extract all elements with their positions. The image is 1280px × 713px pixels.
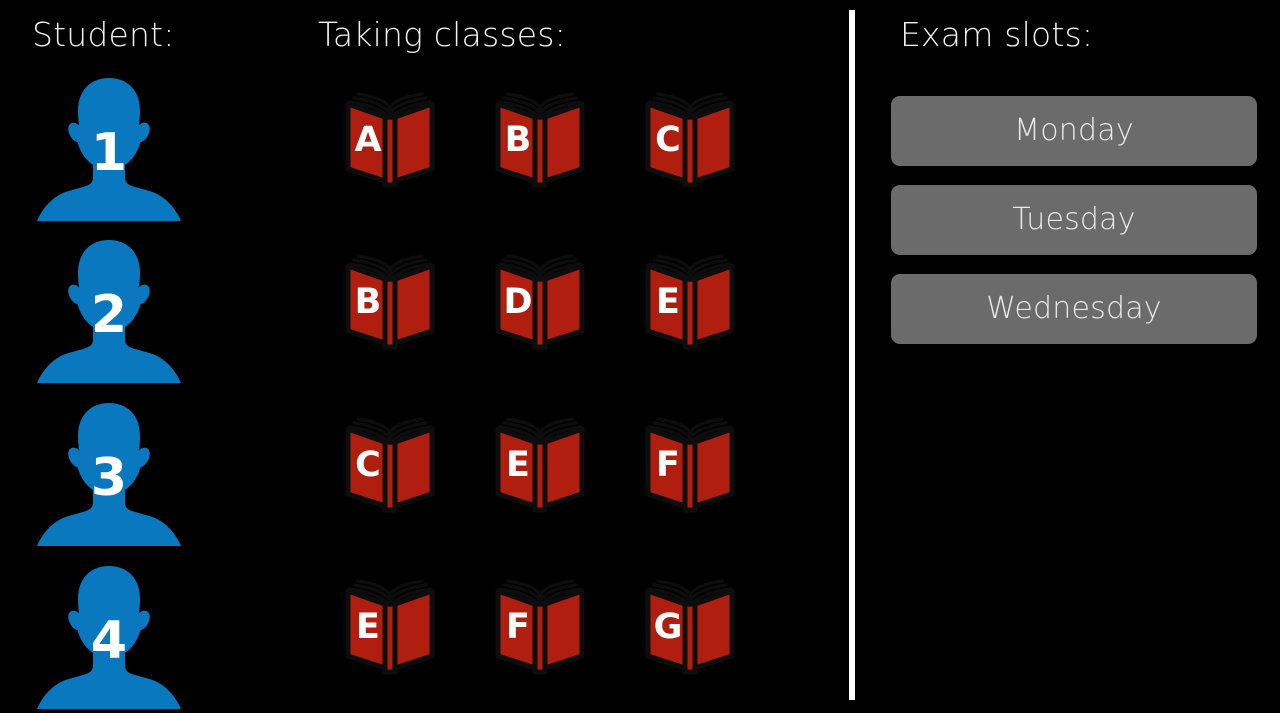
exam-slot-label: Monday bbox=[1014, 113, 1134, 148]
class-book-item[interactable]: D bbox=[488, 250, 592, 354]
class-book-item[interactable]: G bbox=[638, 575, 742, 679]
open-book-icon bbox=[638, 413, 742, 517]
class-book-item[interactable]: E bbox=[488, 413, 592, 517]
open-book-icon bbox=[488, 575, 592, 679]
class-book-item[interactable]: F bbox=[638, 413, 742, 517]
exam-slot-button[interactable]: Tuesday bbox=[891, 185, 1257, 255]
open-book-icon bbox=[338, 575, 442, 679]
open-book-icon bbox=[338, 413, 442, 517]
open-book-icon bbox=[338, 250, 442, 354]
open-book-icon bbox=[488, 413, 592, 517]
class-book-item[interactable]: C bbox=[638, 88, 742, 192]
classes-column-heading: Taking classes: bbox=[318, 15, 566, 54]
class-row: E F bbox=[318, 575, 778, 685]
open-book-icon bbox=[488, 88, 592, 192]
class-row: C E bbox=[318, 413, 778, 523]
open-book-icon bbox=[638, 250, 742, 354]
person-silhouette-icon bbox=[33, 237, 185, 387]
open-book-icon bbox=[638, 575, 742, 679]
person-silhouette-icon bbox=[33, 563, 185, 713]
class-row: B D bbox=[318, 250, 778, 360]
exam-slot-button[interactable]: Monday bbox=[891, 96, 1257, 166]
person-silhouette-icon bbox=[33, 75, 185, 225]
class-book-item[interactable]: B bbox=[488, 88, 592, 192]
person-silhouette-icon bbox=[33, 400, 185, 550]
open-book-icon bbox=[338, 88, 442, 192]
exam-slots-heading: Exam slots: bbox=[900, 15, 1094, 54]
student-column-heading: Student: bbox=[32, 15, 175, 54]
class-book-item[interactable]: E bbox=[338, 575, 442, 679]
class-row: A B bbox=[318, 88, 778, 198]
class-book-item[interactable]: E bbox=[638, 250, 742, 354]
open-book-icon bbox=[638, 88, 742, 192]
class-book-item[interactable]: B bbox=[338, 250, 442, 354]
exam-slots-list: Monday Tuesday Wednesday bbox=[891, 96, 1257, 363]
open-book-icon bbox=[488, 250, 592, 354]
class-book-item[interactable]: F bbox=[488, 575, 592, 679]
exam-slot-label: Wednesday bbox=[986, 291, 1162, 326]
vertical-divider bbox=[849, 10, 855, 700]
class-book-item[interactable]: C bbox=[338, 413, 442, 517]
classes-grid: A B bbox=[318, 88, 778, 685]
exam-slot-button[interactable]: Wednesday bbox=[891, 274, 1257, 344]
class-book-item[interactable]: A bbox=[338, 88, 442, 192]
exam-slot-label: Tuesday bbox=[1012, 202, 1136, 237]
